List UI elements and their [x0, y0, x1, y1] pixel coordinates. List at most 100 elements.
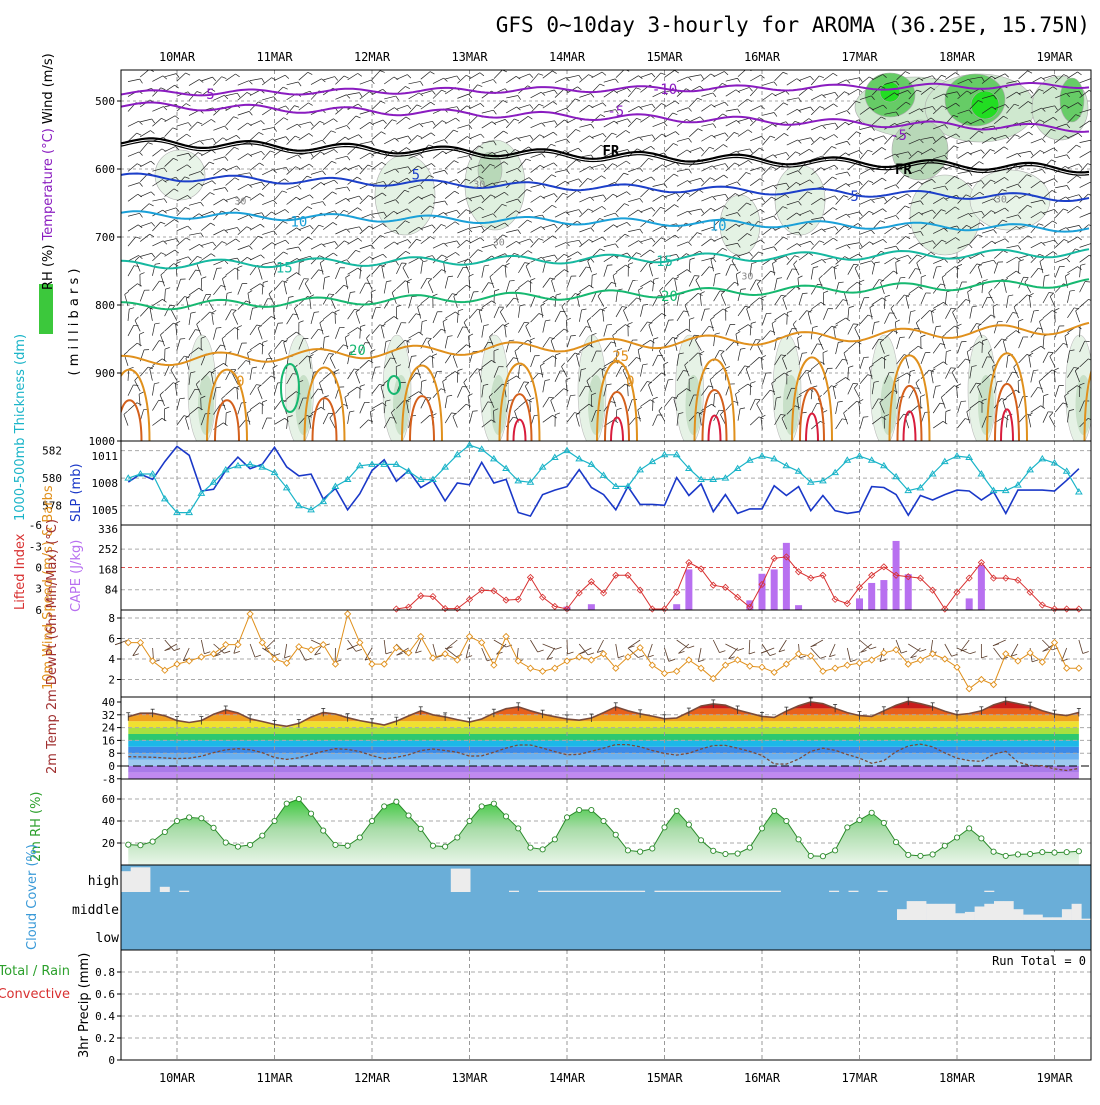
- date-label-bottom: 12MAR: [354, 1071, 391, 1085]
- wind10m-point: [735, 657, 741, 663]
- slp-grid: [121, 441, 1091, 525]
- rh2m-point: [1040, 850, 1045, 855]
- rh2m-point: [479, 804, 484, 809]
- wind10m-point: [747, 663, 753, 669]
- tick-label: 2: [108, 674, 115, 687]
- rh2m-point: [869, 810, 874, 815]
- slp-thickness-lines: [125, 442, 1082, 516]
- wind10m-barb: [638, 656, 644, 658]
- wind10m-barb: [543, 644, 556, 649]
- wind10m-barb: [262, 648, 274, 656]
- precip-legend-total: Total / Rain: [0, 964, 70, 979]
- isotherm-label: 20: [661, 289, 678, 305]
- rh2m-point: [174, 818, 179, 823]
- wind10m-barb: [665, 648, 669, 661]
- thickness-ylabel: 1000-500mb Thickness (dm): [13, 334, 28, 521]
- wind10m-barb: [284, 656, 290, 658]
- date-label-bottom: 17MAR: [841, 1071, 878, 1085]
- date-label-bottom: 18MAR: [939, 1071, 976, 1085]
- isotherm-label: 30: [995, 195, 1007, 206]
- rh2m-point: [942, 843, 947, 848]
- cloud-bar: [849, 891, 859, 892]
- rh2m-point: [272, 818, 277, 823]
- rh2m-point: [491, 801, 496, 806]
- wind10m-barb: [255, 655, 261, 657]
- cape-ylabel: CAPE (J/kg): [69, 540, 84, 612]
- date-label-bottom: 10MAR: [159, 1071, 196, 1085]
- wind10m-barb: [567, 652, 573, 654]
- rh2m-point: [686, 822, 691, 827]
- rh2m-point: [918, 853, 923, 858]
- tick-label: 700: [95, 231, 115, 244]
- rh2m-point: [723, 851, 728, 856]
- cape-tick: 168: [98, 563, 118, 576]
- li-tick: -6: [29, 519, 42, 532]
- wind10m-point: [662, 670, 668, 676]
- cloud-bar: [1072, 904, 1082, 920]
- tick-label: 4: [108, 653, 115, 666]
- wind10m-barb: [994, 648, 1002, 659]
- tick-label: -8: [102, 773, 115, 786]
- date-label-top: 14MAR: [549, 50, 586, 64]
- tick-label: 6: [108, 633, 115, 646]
- wind10m-barb: [530, 640, 537, 652]
- cloud-bar: [1052, 917, 1062, 920]
- rh-shade: [1060, 78, 1084, 122]
- cloud-bar: [897, 909, 907, 920]
- wind10m-point: [332, 661, 338, 667]
- wind10m-barb: [618, 656, 624, 658]
- wind10m-barb: [920, 649, 926, 651]
- precip-ylabel: 3hr Precip (mm): [77, 953, 92, 1058]
- rh2m-point: [589, 807, 594, 812]
- cloud-bar: [461, 869, 471, 892]
- cloud-bar: [1062, 909, 1072, 920]
- rh2m-point: [369, 818, 374, 823]
- cape-bar: [685, 569, 692, 610]
- cloud-bar: [771, 891, 781, 892]
- cloud-bar: [635, 891, 645, 892]
- cape-bar: [856, 598, 863, 610]
- cloud-bar: [625, 891, 635, 892]
- wind10m-barb: [133, 644, 141, 656]
- rh-shade: [880, 82, 900, 102]
- rh2m-point: [613, 832, 618, 837]
- rh2m-point: [223, 840, 228, 845]
- wind10m-point: [991, 682, 997, 688]
- rh2m-point: [406, 813, 411, 818]
- cloud-bar: [984, 891, 994, 892]
- slp-ylabel: SLP (mb): [69, 463, 84, 522]
- cloud-bar: [965, 912, 975, 920]
- wind10m-barb: [482, 648, 487, 661]
- tick-label: 0: [108, 760, 115, 773]
- cloud-bar: [878, 891, 888, 892]
- isotherm-label: 10: [710, 218, 727, 234]
- wind10m-point: [588, 657, 594, 663]
- isotherm-label: 15: [656, 254, 673, 270]
- cloud-bar: [548, 891, 558, 892]
- li-line: [396, 557, 1079, 609]
- wind10m-barb: [556, 647, 562, 649]
- wind10m-barb: [224, 651, 230, 653]
- wind10m-point: [917, 657, 923, 663]
- cloud-ylabel: Cloud Cover (%): [25, 844, 40, 950]
- cloud-bar: [984, 904, 994, 920]
- isotherm-label: 15: [276, 261, 293, 277]
- cloud-bar: [1004, 901, 1014, 920]
- date-label-bottom: 14MAR: [549, 1071, 586, 1085]
- cape-bar: [588, 604, 595, 610]
- wind10m-barb: [698, 648, 701, 662]
- wind10m-barb: [446, 640, 457, 649]
- rh2m-point: [528, 845, 533, 850]
- tick-label: 60: [102, 793, 115, 806]
- rh2m-point: [467, 818, 472, 823]
- cloud-bar: [121, 871, 131, 892]
- wind10m-barb: [713, 640, 719, 653]
- wind10m-point: [552, 665, 558, 671]
- tick-label: 900: [95, 367, 115, 380]
- isotherm-label: 30: [473, 180, 485, 191]
